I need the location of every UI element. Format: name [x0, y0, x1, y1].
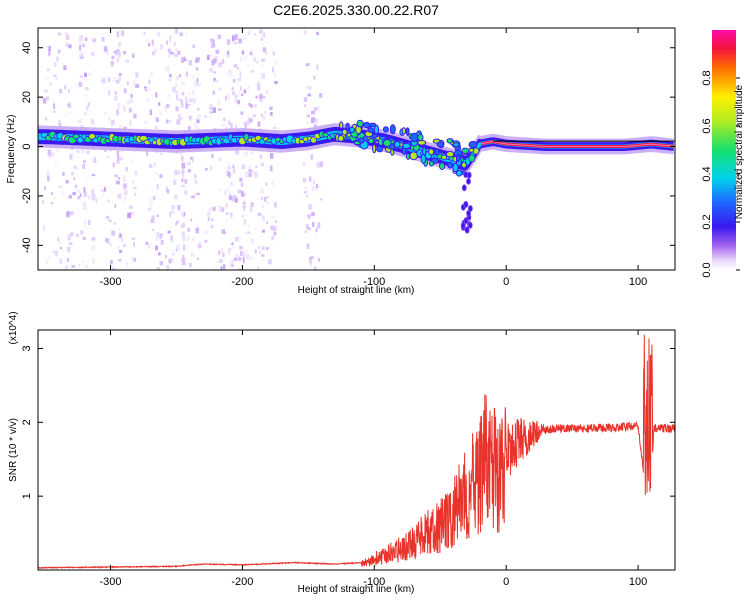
spectrogram-y-tick-label: 20 [21, 91, 33, 103]
snr-x-tick-label: -200 [231, 576, 253, 588]
spectrogram-x-label: Height of straight line (km) [298, 285, 415, 296]
snr-panel: -300 -200 -100 0 100 1 2 3 Height of straight l… [8, 311, 676, 595]
spectrogram-x-tick-label: 0 [503, 276, 509, 288]
snr-x-label: Height of straight line (km) [298, 584, 415, 595]
spectrogram-x-tick-label: -300 [100, 276, 122, 288]
spectrogram-x-tick-label: -100 [363, 276, 385, 288]
snr-series-line [38, 334, 675, 570]
spectrogram-content [38, 28, 675, 270]
spectrogram-ridge [38, 119, 675, 234]
colorbar: 0.0 0.2 0.4 0.6 0.8 Normalized spectral ampl… [701, 30, 745, 278]
figure-title: C2E6.2025.330.00.22.R07 [273, 2, 439, 18]
colorbar-gradient [712, 30, 736, 270]
spectrogram-frame [37, 27, 676, 271]
spectrogram-y-tick-label: -20 [21, 188, 33, 204]
snr-ticks: -300 -200 -100 0 100 1 2 3 [21, 330, 675, 588]
colorbar-tick-label: 0.6 [701, 118, 713, 133]
colorbar-ticks: 0.0 0.2 0.4 0.6 0.8 [701, 70, 740, 278]
snr-y-tick-label: 3 [21, 345, 33, 351]
colorbar-tick-label: 0.2 [701, 214, 713, 229]
spectrogram-y-tick-label: 0 [21, 143, 33, 149]
snr-x-tick-label: 0 [503, 576, 509, 588]
colorbar-tick-label: 0.8 [701, 70, 713, 85]
spectrogram-y-label: Frequency (Hz) [6, 115, 17, 184]
snr-y-multiplier: (x10^4) [8, 311, 19, 344]
snr-x-tick-label: 100 [629, 576, 647, 588]
snr-x-tick-label: -300 [100, 576, 122, 588]
spectrogram-x-tick-label: -200 [231, 276, 253, 288]
colorbar-tick-label: 0.4 [701, 166, 713, 181]
snr-y-label: SNR (10 * v/v) [8, 418, 19, 482]
snr-frame [37, 329, 676, 571]
colorbar-label: Normalized spectral amplitude [734, 84, 745, 219]
snr-y-tick-label: 1 [21, 493, 33, 499]
spectrogram-x-tick-label: 100 [629, 276, 647, 288]
spectrogram-y-tick-label: 40 [21, 42, 33, 54]
snr-x-tick-label: -100 [363, 576, 385, 588]
spectrogram-y-tick-label: -40 [21, 237, 33, 253]
snr-y-tick-label: 2 [21, 419, 33, 425]
colorbar-tick-label: 0.0 [701, 262, 713, 277]
